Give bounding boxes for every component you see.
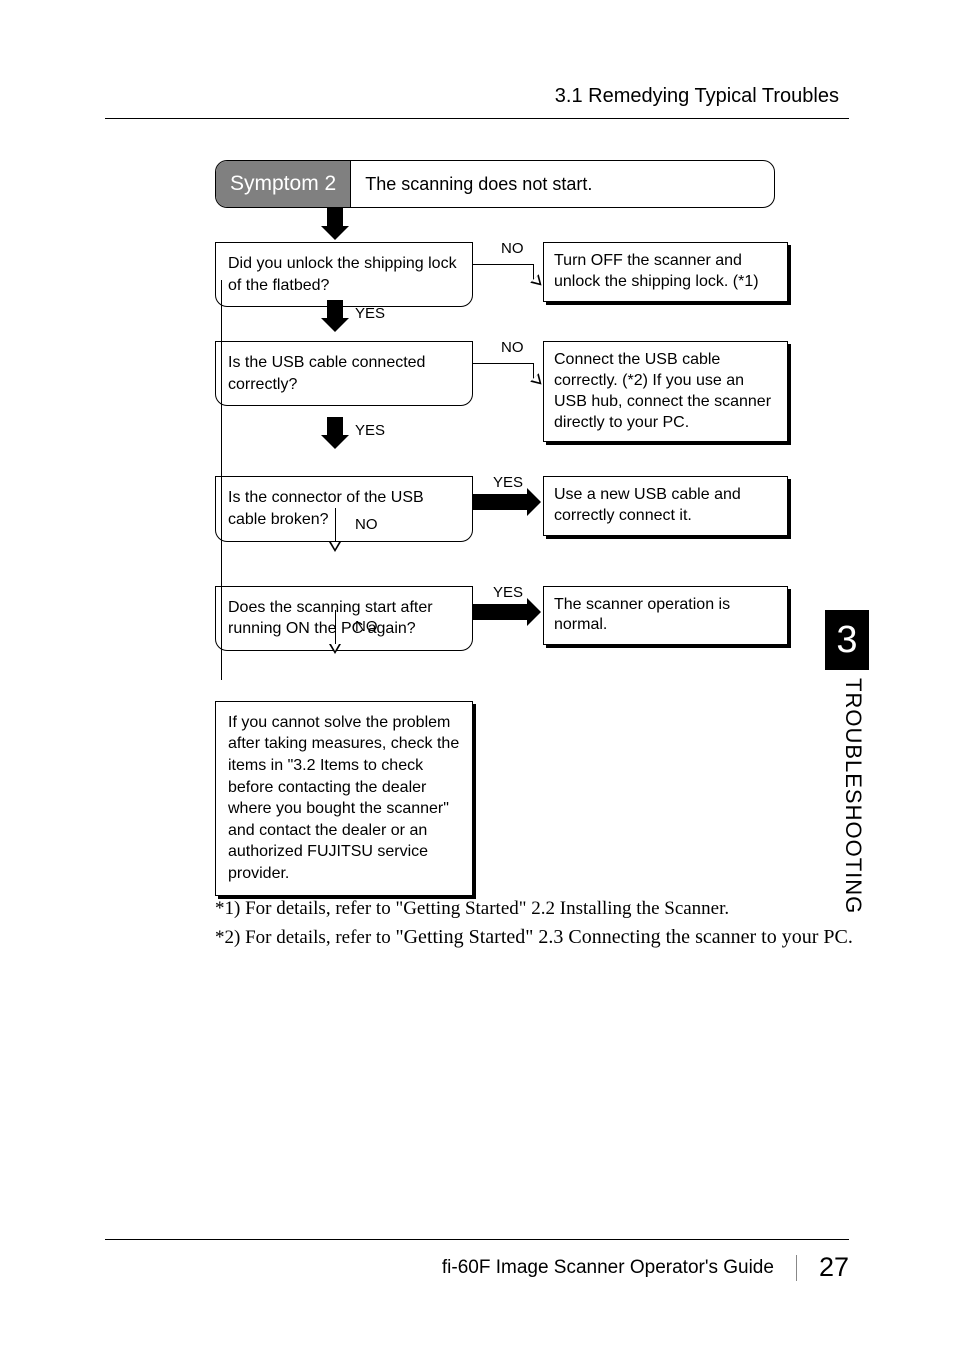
final-instruction-box: If you cannot solve the problem after ta… <box>215 701 473 896</box>
footer-book-title: fi-60F Image Scanner Operator's Guide <box>442 1257 774 1279</box>
decision-box: Is the USB cable connected correctly? <box>215 341 473 406</box>
edge-label-no: NO <box>355 618 378 635</box>
connector-spine <box>221 280 222 680</box>
symptom-row: Symptom 2 The scanning does not start. <box>215 160 775 208</box>
open-arrow-down-icon <box>329 644 341 654</box>
flowchart: Symptom 2 The scanning does not start. D… <box>215 160 795 896</box>
edge-label-yes: YES <box>355 305 385 322</box>
symptom-label: Symptom 2 <box>216 161 351 207</box>
connector-line <box>473 264 533 265</box>
edge-label-no: NO <box>355 516 378 533</box>
arrow-right-icon <box>473 494 529 510</box>
flow-step-2: Is the USB cable connected correctly? NO… <box>215 341 795 442</box>
section-header: 3.1 Remedying Typical Troubles <box>555 85 839 108</box>
arrow-down-icon <box>327 208 343 228</box>
action-box: The scanner operation is normal. <box>543 586 788 646</box>
edge-label-no: NO <box>501 339 524 356</box>
flow-step-3: Is the connector of the USB cable broken… <box>215 476 795 541</box>
footnote-2: *2) For details, refer to "Getting Start… <box>215 923 853 952</box>
action-box: Use a new USB cable and correctly connec… <box>543 476 788 536</box>
edge-label-yes: YES <box>493 474 523 491</box>
connector-line <box>473 363 533 364</box>
edge-label-no: NO <box>501 240 524 257</box>
footnote-1: *1) For details, refer to "Getting Start… <box>215 896 853 923</box>
symptom-title: The scanning does not start. <box>351 161 606 207</box>
footnote-2-rest: "Getting Started" 2.3 Connecting the sca… <box>395 926 852 948</box>
edge-label-yes: YES <box>493 584 523 601</box>
decision-box: Does the scanning start after running ON… <box>215 586 473 651</box>
action-box: Turn OFF the scanner and unlock the ship… <box>543 242 788 302</box>
decision-box: Is the connector of the USB cable broken… <box>215 476 473 541</box>
arrow-down-icon <box>327 417 343 437</box>
action-box: Connect the USB cable correctly. (*2) If… <box>543 341 788 442</box>
footnote-2-prefix: *2) For details, refer to <box>215 927 395 948</box>
open-arrow-down-icon <box>329 542 341 552</box>
footnotes: *1) For details, refer to "Getting Start… <box>215 896 853 951</box>
footer-separator <box>796 1255 797 1281</box>
chapter-tab: 3 <box>825 610 869 670</box>
arrow-right-icon <box>473 604 529 620</box>
chapter-title-vertical: TROUBLESHOOTING <box>840 678 866 914</box>
page-number: 27 <box>819 1252 849 1283</box>
page-footer: fi-60F Image Scanner Operator's Guide 27 <box>105 1239 849 1283</box>
flow-step-4: Does the scanning start after running ON… <box>215 586 795 651</box>
edge-label-yes: YES <box>355 422 385 439</box>
header-divider <box>105 118 849 119</box>
connector-line <box>335 610 336 644</box>
flow-step-1: Did you unlock the shipping lock of the … <box>215 242 795 307</box>
footer-divider <box>105 1239 849 1240</box>
arrow-down-icon <box>327 300 343 320</box>
connector-line <box>335 508 336 542</box>
decision-box: Did you unlock the shipping lock of the … <box>215 242 473 307</box>
